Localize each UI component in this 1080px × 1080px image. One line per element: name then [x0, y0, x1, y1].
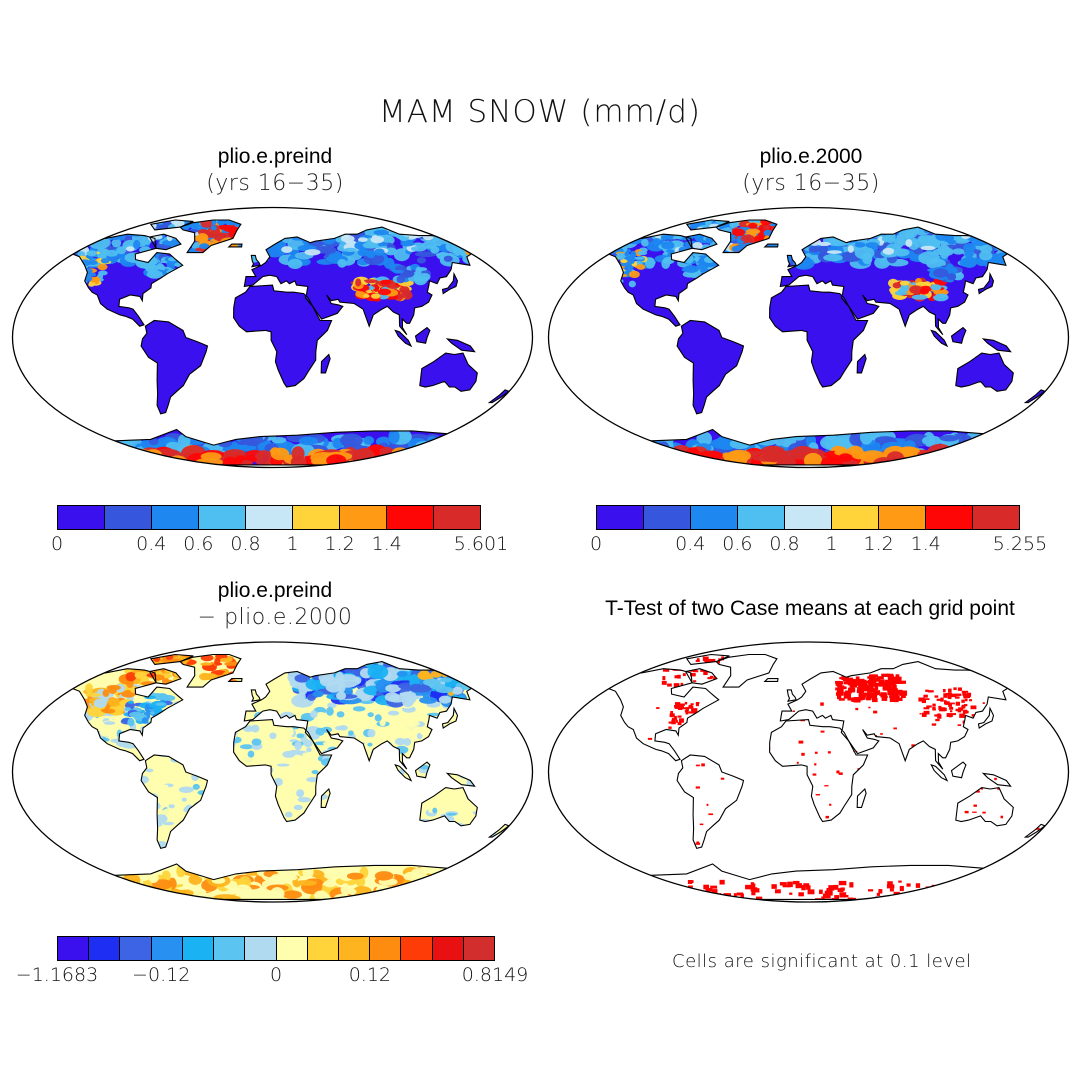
colorbar-tick-label: 1.2 [324, 533, 355, 555]
panel-title-2000: plio.e.2000 (yrs 16−35) [576, 144, 1046, 198]
colorbar-tick-label: 0.8149 [461, 964, 529, 986]
colorbar-swatch [434, 506, 480, 529]
colorbar-preind [57, 505, 481, 530]
colorbar-swatch [276, 937, 308, 960]
colorbar-swatch [879, 506, 926, 529]
colorbar-tick-label: −1.1683 [15, 964, 99, 986]
colorbar-tick-label: 0.4 [136, 533, 167, 555]
panel-subtitle-text: (yrs 16−35) [742, 171, 880, 196]
panel-title-preind: plio.e.preind (yrs 16−35) [40, 144, 510, 198]
map-coastlines [36, 653, 511, 900]
colorbar-tick-label: 0.6 [722, 533, 753, 555]
colorbar-ticks-preind: 0 0.4 0.6 0.8 1 1.2 1.4 5.601 [51, 533, 508, 557]
colorbar-tick-label: 5.601 [453, 533, 509, 555]
colorbar-swatch [338, 937, 371, 960]
map-border [547, 206, 1070, 469]
panel-title-ttest: T-Test of two Case means at each grid po… [540, 596, 1080, 622]
panel-subtitle-text: − plio.e.2000 [197, 605, 353, 630]
significance-note: Cells are significant at 0.1 level [672, 951, 972, 972]
colorbar-tick-label: 1.2 [863, 533, 894, 555]
colorbar-swatch [293, 506, 340, 529]
colorbar-tick-label: 0.8 [230, 533, 261, 555]
panel-title-text: plio.e.preind [217, 145, 333, 168]
colorbar-tick-label: 5.255 [992, 533, 1048, 555]
colorbar-swatch [973, 506, 1019, 529]
colorbar-tick-label: 0.12 [348, 964, 391, 986]
colorbar-swatch [214, 937, 246, 960]
colorbar-tick-label: 0.8 [769, 533, 800, 555]
colorbar-swatch [401, 937, 433, 960]
map-preind [11, 206, 534, 469]
colorbar-tick-label: 1.4 [910, 533, 941, 555]
colorbar-tick-label: 0.4 [675, 533, 706, 555]
colorbar-swatch [463, 937, 495, 960]
colorbar-swatch [832, 506, 879, 529]
colorbar-swatch [245, 937, 277, 960]
colorbar-swatch [926, 506, 973, 529]
colorbar-tick-label: −0.12 [132, 964, 191, 986]
colorbar-swatch [691, 506, 738, 529]
map-2000 [547, 206, 1070, 469]
colorbar-tick-label: 1 [825, 533, 838, 555]
map-border [11, 641, 534, 903]
colorbar-swatch [340, 506, 387, 529]
panel-title-text: T-Test of two Case means at each grid po… [605, 597, 1015, 620]
panel-title-text: plio.e.preind [217, 579, 333, 602]
panel-title-text: plio.e.2000 [759, 145, 863, 168]
colorbar-swatch [120, 937, 152, 960]
colorbar-swatch [199, 506, 246, 529]
figure-title: MAM SNOW (mm/d) [378, 94, 702, 130]
colorbar-tick-label: 0 [269, 964, 283, 986]
colorbar-difference [57, 936, 495, 961]
colorbar-ticks-difference: −1.1683 −0.12 0 0.12 0.8149 [16, 964, 528, 988]
panel-subtitle-text: (yrs 16−35) [206, 171, 344, 196]
colorbar-swatch [89, 937, 121, 960]
colorbar-tick-label: 1.4 [371, 533, 402, 555]
colorbar-2000 [596, 505, 1020, 530]
colorbar-tick-label: 0 [589, 533, 603, 555]
colorbar-swatch [151, 937, 183, 960]
colorbar-swatch [152, 506, 199, 529]
colorbar-swatch [387, 506, 434, 529]
colorbar-swatch [246, 506, 293, 529]
colorbar-ticks-2000: 0 0.4 0.6 0.8 1 1.2 1.4 5.255 [590, 533, 1047, 557]
colorbar-swatch [432, 937, 464, 960]
colorbar-swatch [58, 937, 90, 960]
colorbar-swatch [785, 506, 832, 529]
map-border [547, 641, 1070, 903]
colorbar-tick-label: 0 [50, 533, 64, 555]
colorbar-swatch [597, 506, 644, 529]
colorbar-swatch [644, 506, 691, 529]
colorbar-swatch [58, 506, 105, 529]
colorbar-swatch [182, 937, 215, 960]
colorbar-tick-label: 0.6 [183, 533, 214, 555]
panel-title-difference: plio.e.preind − plio.e.2000 [40, 578, 510, 632]
map-border [11, 206, 534, 469]
map-difference [11, 641, 534, 903]
colorbar-tick-label: 1 [286, 533, 299, 555]
colorbar-swatch [370, 937, 402, 960]
colorbar-swatch [105, 506, 152, 529]
map-coastlines [572, 219, 1047, 466]
colorbar-swatch [307, 937, 339, 960]
map-ttest [547, 641, 1070, 903]
map-land-fill [572, 220, 1045, 465]
colorbar-swatch [738, 506, 785, 529]
